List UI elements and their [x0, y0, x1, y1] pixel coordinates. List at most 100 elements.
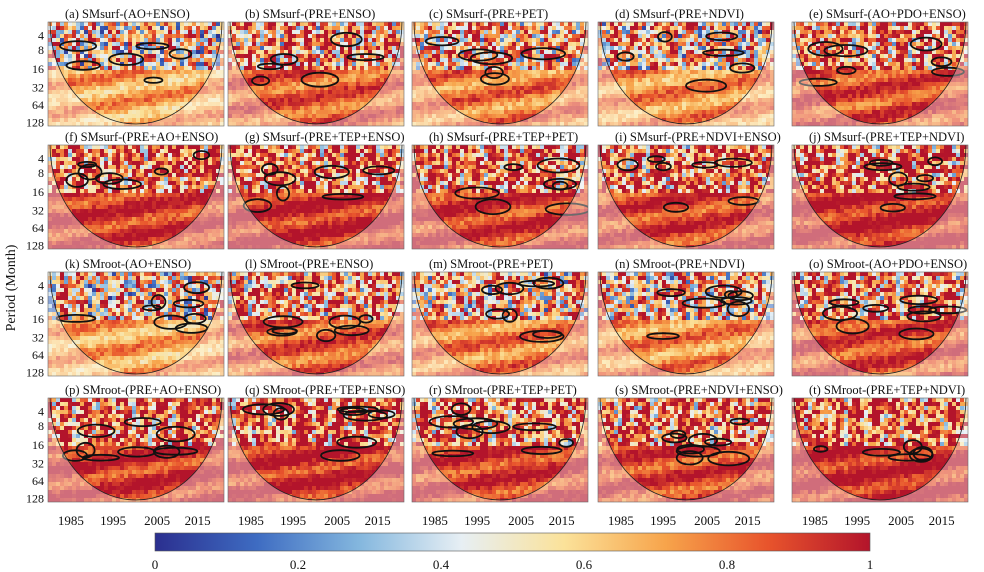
significance-contour: [512, 422, 557, 432]
coherence-field: [412, 22, 588, 126]
panel-frame: [597, 271, 775, 377]
cone-of-influence-line: [229, 21, 403, 125]
cone-of-influence-line: [49, 397, 223, 501]
cone-of-influence-shade: [792, 272, 968, 376]
coherence-panel: (r) SMroot-(PRE+TEP+PET): [411, 383, 589, 503]
significance-contour: [544, 202, 588, 216]
y-tick-label: 4: [38, 29, 44, 43]
x-tick-label: 1985: [802, 513, 828, 528]
significance-contour: [916, 174, 935, 183]
significance-contour: [346, 53, 385, 62]
panel-frame: [47, 271, 225, 377]
significance-contour: [431, 449, 475, 458]
significance-contour: [807, 41, 844, 57]
x-tick-label: 2015: [735, 513, 761, 528]
cone-of-influence-shade: [48, 272, 224, 376]
significance-contour: [315, 328, 337, 343]
significance-contour: [520, 445, 563, 455]
coherence-panel: (p) SMroot-(PRE+AO+ENSO) 48 16 32 64 128: [26, 383, 225, 505]
coherence-field: [792, 398, 968, 502]
y-tick-label: 16: [32, 312, 44, 326]
panel-title: (t) SMroot-(PRE+TEP+NDVI): [809, 383, 965, 397]
cone-of-influence-shade: [228, 145, 404, 249]
cone-of-influence-line: [229, 144, 403, 248]
coherence-panel: (b) SMsurf-(PRE+ENSO): [227, 7, 405, 127]
significance-contour: [726, 300, 751, 318]
significance-contour: [675, 450, 704, 466]
significance-contour: [81, 453, 120, 462]
coherence-field: [228, 22, 404, 126]
significance-contour: [108, 52, 144, 66]
significance-contour: [908, 447, 934, 463]
cone-of-influence-line: [413, 21, 587, 125]
coherence-panel: (s) SMroot-(PRE+NDVI+ENSO): [597, 383, 783, 503]
significance-contour: [646, 332, 680, 340]
cone-of-influence-shade: [792, 22, 968, 126]
y-tick-label: 64: [32, 98, 44, 112]
significance-contour: [150, 294, 167, 310]
significance-contour: [336, 435, 378, 449]
significance-contour: [290, 281, 320, 290]
x-axis-ticks: 1985 1995 2005 2015 1985 1995 2005 2015 1985 1995…: [58, 513, 955, 528]
significance-contour: [646, 155, 666, 163]
significance-contour: [676, 444, 705, 455]
cone-of-influence-line: [793, 397, 967, 501]
coherence-field: [228, 145, 404, 249]
y-tick-label: 32: [32, 204, 44, 218]
significance-contour: [503, 163, 524, 172]
significance-contour: [727, 196, 760, 206]
cone-of-influence-line: [229, 397, 403, 501]
panel-frame: [791, 21, 969, 127]
significance-contour: [484, 66, 504, 80]
significance-contour: [798, 77, 838, 87]
coherence-panel: (m) SMroot-(PRE+PET): [411, 257, 589, 377]
coherence-panel: (l) SMroot-(PRE+ENSO): [227, 257, 405, 377]
cone-of-influence-shade: [792, 145, 968, 249]
panel-frame: [227, 271, 405, 377]
significance-contour: [657, 31, 673, 43]
cone-of-influence-line: [599, 271, 773, 375]
cone-of-influence-shade: [48, 22, 224, 126]
cone-of-influence-line: [599, 21, 773, 125]
cone-of-influence-shade: [598, 272, 774, 376]
panel-title: (r) SMroot-(PRE+TEP+PET): [429, 383, 577, 397]
cone-of-influence-line: [229, 271, 403, 375]
x-tick-label: 2005: [508, 513, 534, 528]
panel-frame: [791, 271, 969, 377]
panel-title: (p) SMroot-(PRE+AO+ENSO): [65, 383, 221, 397]
significance-contour: [474, 198, 512, 216]
coherence-field: [412, 145, 588, 249]
panel-title: (e) SMsurf-(AO+PDO+ENSO): [809, 7, 966, 21]
significance-contour: [518, 279, 556, 288]
significance-contour: [655, 162, 672, 172]
colorbar-gradient: [154, 532, 871, 552]
panel-frame: [47, 21, 225, 127]
significance-contour: [930, 56, 953, 68]
panel-frame: [411, 271, 589, 377]
y-tick-label: 128: [26, 365, 44, 379]
significance-contour: [367, 409, 396, 420]
coherence-panel: (n) SMroot-(PRE+NDVI): [597, 257, 775, 377]
panel-frame: [227, 397, 405, 503]
cone-of-influence-line: [413, 397, 587, 501]
significance-contour: [899, 294, 939, 305]
panel-title: (j) SMsurf-(PRE+TEP+NDVI): [809, 130, 964, 144]
cone-of-influence-shade: [228, 398, 404, 502]
cone-of-influence-line: [599, 144, 773, 248]
significance-contour: [861, 447, 901, 457]
significance-contour: [455, 424, 484, 440]
panel-title: (b) SMsurf-(PRE+ENSO): [245, 7, 375, 21]
y-tick-label: 128: [26, 238, 44, 252]
significance-contour: [835, 318, 870, 335]
cone-of-influence-line: [49, 144, 223, 248]
significance-contour: [135, 42, 170, 51]
coherence-field: [48, 272, 224, 376]
significance-contour: [450, 402, 472, 416]
y-tick-label: 128: [26, 115, 44, 129]
panel-frame: [47, 144, 225, 250]
panel-frame: [47, 397, 225, 503]
significance-contour: [727, 290, 754, 302]
panel-title: (m) SMroot-(PRE+PET): [429, 257, 553, 271]
significance-contour: [321, 192, 365, 201]
coherence-panel: (g) SMsurf-(PRE+TEP+ENSO): [227, 130, 405, 250]
